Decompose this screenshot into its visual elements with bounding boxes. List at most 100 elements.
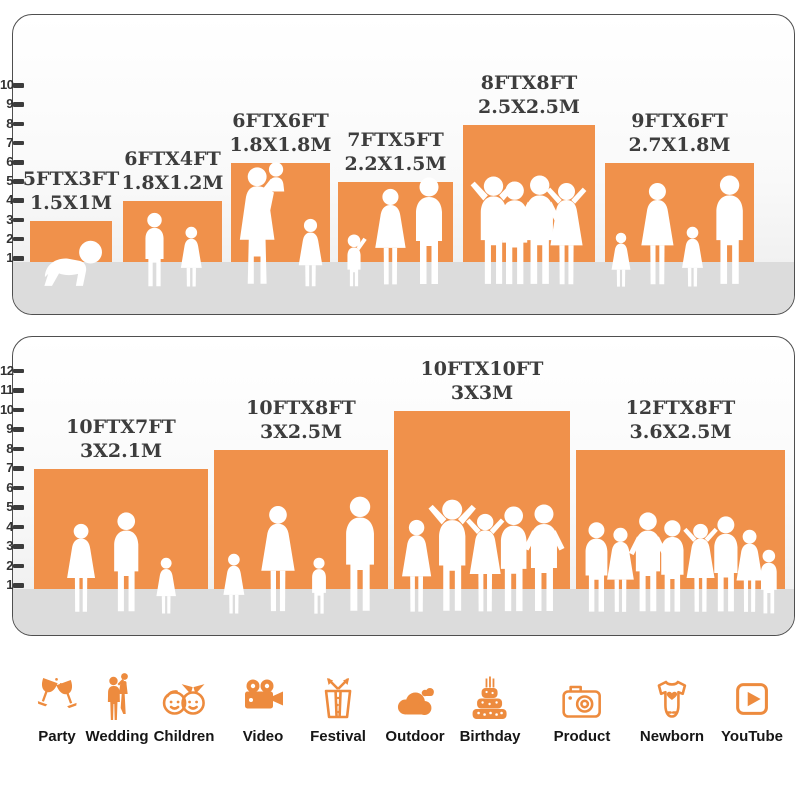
children-faces-icon	[159, 670, 209, 722]
y-axis-tick-mark	[13, 524, 24, 529]
people-silhouette	[67, 512, 176, 614]
category-birthday: Birthday	[459, 670, 521, 745]
y-axis-tick-number: 8	[6, 440, 13, 456]
category-label: Wedding	[85, 728, 149, 745]
category-label: Outdoor	[385, 728, 445, 745]
size-meters-text: 3X2.1M	[79, 440, 163, 462]
bar-size-label: 10FTX10FT 3X3M	[421, 357, 544, 405]
y-axis-tick-mark	[13, 563, 24, 568]
people-silhouette	[402, 499, 565, 612]
people-silhouette	[223, 496, 374, 614]
category-product: Product	[553, 670, 611, 745]
category-label: Product	[553, 728, 611, 745]
youtube-play-icon	[729, 670, 775, 722]
size-meters-text: 3.6X2.5M	[629, 420, 732, 443]
bar-size-label: 9FTX6FT 2.7X1.8M	[629, 109, 731, 157]
y-axis-tick-mark	[13, 407, 24, 412]
y-axis-tick-number: 2	[6, 557, 13, 573]
y-axis-tick-number: 3	[6, 211, 13, 227]
category-festival: Festival	[310, 670, 366, 745]
y-axis-tick-mark	[13, 583, 24, 588]
people-silhouette	[347, 177, 442, 287]
y-axis-tick-mark	[13, 544, 24, 549]
bar-size-label: 6FTX4FT 1.8X1.2M	[122, 147, 224, 195]
y-axis-tick-number: 1	[6, 250, 13, 265]
y-axis-tick-mark	[13, 368, 24, 373]
y-axis-tick-number: 7	[6, 460, 13, 475]
category-label: YouTube	[721, 728, 783, 745]
y-axis-tick-number: 4	[6, 518, 13, 534]
y-axis-tick-number: 9	[6, 421, 13, 436]
y-axis-tick-number: 10	[0, 77, 14, 93]
y-axis-tick-mark	[13, 466, 24, 471]
y-axis-tick-mark	[13, 388, 24, 393]
y-axis-tick-mark	[13, 160, 24, 165]
y-axis-tick-mark	[13, 140, 24, 146]
y-axis-tick-mark	[13, 179, 24, 184]
y-axis-tick-mark	[13, 83, 24, 88]
y-axis-tick-mark	[13, 236, 24, 242]
category-youtube: YouTube	[721, 670, 783, 745]
y-axis-tick-number: 1	[6, 577, 13, 592]
baby-onesie-icon	[648, 670, 696, 722]
size-feet-text: 10FTX10FT	[420, 357, 544, 380]
bar-size-label: 6FTX6FT 1.8X1.8M	[230, 109, 332, 157]
size-feet-text: 7FTX5FT	[347, 129, 444, 152]
size-meters-text: 1.8X1.2M	[121, 172, 224, 195]
size-feet-text: 6FTX6FT	[232, 110, 329, 132]
y-axis-tick-number: 7	[6, 134, 13, 150]
people-silhouette	[470, 175, 587, 285]
party-glasses-icon	[34, 670, 80, 722]
y-axis-tick-mark	[13, 505, 24, 510]
panel-bottom-backdrops: 10FTX7FT 3X2.1M 10FTX8FT 3X2.5M 10FTX10FT 3X3…	[12, 336, 795, 636]
gift-box-icon	[314, 670, 362, 722]
size-feet-text: 6FTX4FT	[124, 148, 221, 171]
category-party: Party	[34, 670, 80, 745]
size-feet-text: 9FTX6FT	[631, 110, 728, 132]
category-wedding: Wedding	[85, 670, 149, 745]
bar-size-label: 5FTX3FT 1.5X1M	[23, 167, 119, 215]
photo-camera-icon	[558, 670, 606, 722]
birthday-cake-icon	[466, 670, 514, 722]
y-axis-tick-number: 10	[0, 401, 14, 417]
y-axis-tick-number: 9	[6, 96, 13, 112]
category-newborn: Newborn	[640, 670, 704, 745]
y-axis-tick-number: 8	[6, 115, 13, 131]
category-label: Children	[153, 728, 215, 745]
people-silhouette	[611, 175, 743, 287]
category-label: Party	[38, 728, 76, 745]
y-axis-tick-number: 3	[6, 538, 13, 553]
bar-size-label: 8FTX8FT 2.5X2.5M	[478, 71, 580, 119]
y-axis-tick-mark	[13, 256, 24, 261]
size-meters-text: 3X2.5M	[259, 420, 343, 443]
panel-top-backdrops: 5FTX3FT 1.5X1M 6FTX4FT 1.8X1.2M 6FTX6FT 1.8X1…	[12, 14, 795, 315]
y-axis-tick-mark	[13, 485, 24, 490]
people-silhouette	[585, 512, 777, 614]
chart-floor	[13, 589, 794, 635]
wedding-couple-icon	[97, 670, 137, 722]
size-meters-text: 3X3M	[450, 381, 514, 404]
size-meters-text: 2.5X2.5M	[478, 95, 580, 118]
size-feet-text: 12FTX8FT	[625, 396, 736, 419]
size-feet-text: 10FTX8FT	[246, 396, 356, 419]
bar-size-label: 7FTX5FT 2.2X1.5M	[345, 128, 447, 176]
size-feet-text: 8FTX8FT	[480, 71, 578, 94]
bar-size-label: 12FTX8FT 3.6X2.5M	[626, 396, 736, 444]
category-label: Birthday	[459, 728, 521, 745]
y-axis-tick-number: 6	[6, 154, 13, 169]
size-meters-text: 2.7X1.8M	[628, 134, 731, 156]
y-axis-tick-number: 12	[0, 362, 14, 378]
people-silhouette	[44, 240, 102, 286]
y-axis-tick-number: 11	[0, 382, 13, 397]
y-axis-tick-number: 5	[6, 499, 13, 514]
category-label: Festival	[310, 728, 366, 745]
people-silhouette	[145, 212, 202, 287]
video-camera-icon	[239, 670, 287, 722]
category-video: Video	[239, 670, 287, 745]
y-axis-tick-mark	[13, 121, 24, 127]
category-outdoor: Outdoor	[385, 670, 445, 745]
category-label: Video	[242, 728, 284, 745]
backdrop-bar-6ftx4ft	[123, 201, 222, 262]
y-axis-tick-number: 4	[6, 192, 13, 208]
